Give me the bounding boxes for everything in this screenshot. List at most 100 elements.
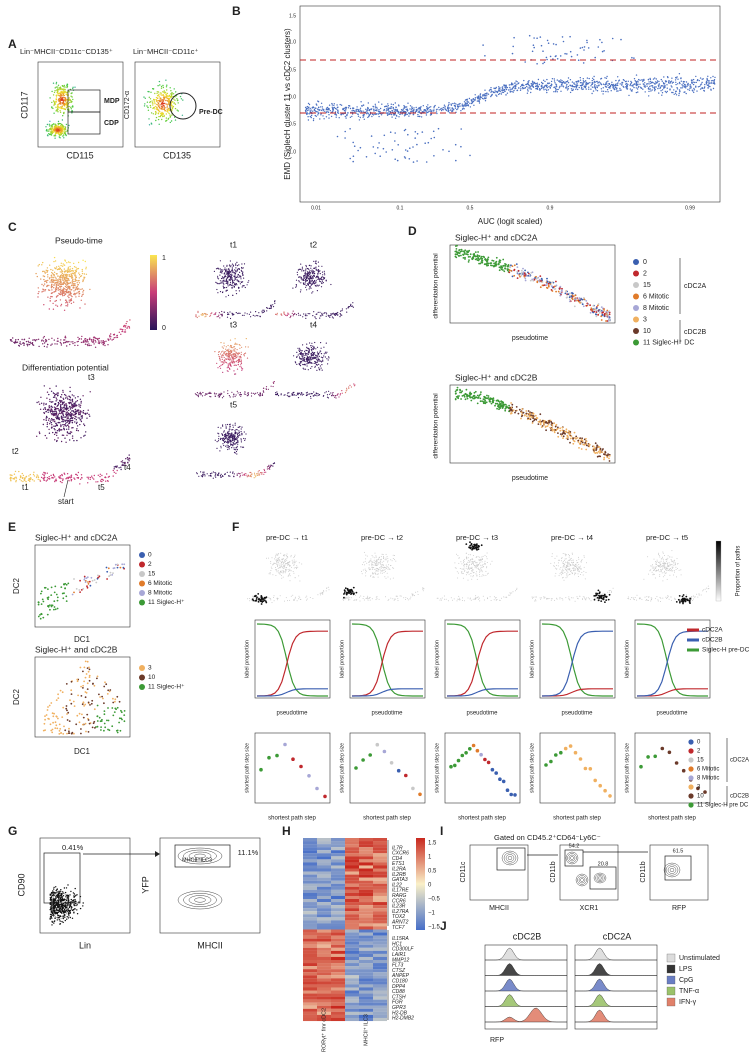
scatter-dot [411,106,413,108]
embedding-dot [325,342,327,344]
density-dot [57,88,59,90]
embedding-dot [314,341,316,344]
density-dot [59,97,62,99]
scatter-dot [666,76,669,78]
embedding-dot [234,277,236,279]
embedding-dot [80,474,83,476]
embedding-dot [44,280,46,283]
scatter-dot [417,115,419,118]
embedding-dot [316,369,318,371]
scatter-dot [615,84,617,87]
embedding-dot [64,335,67,337]
embedding-dot [205,393,207,395]
scatter-dot [306,105,308,108]
embedding-dot [220,342,222,344]
embedding-dot [226,272,228,274]
embedding-dot [125,325,127,327]
density-dot [68,98,70,100]
scatter-dot [498,89,500,92]
embedding-dot [43,275,46,278]
embedding-dot [56,434,58,437]
density-dot [63,89,65,91]
embedding-dot [252,392,254,394]
scatter-dot [635,84,638,87]
density-dot [160,114,162,117]
embedding-dot [55,283,58,285]
embedding-dot [330,392,332,394]
scatter-dot [408,115,410,117]
embedding-dot [54,300,56,302]
embedding-dot [341,314,343,316]
scatter-dot [380,114,383,116]
embedding-dot [128,326,130,328]
embedding-dot [220,364,222,366]
embedding-dot [274,302,276,304]
scatter-dot [442,106,444,109]
embedding-dot [68,432,70,434]
density-dot [57,108,59,111]
scatter-dot [554,82,556,84]
embedding-dot [305,277,308,279]
scatter-dot [505,88,508,91]
embedding-dot [59,274,62,277]
scatter-dot [699,85,701,88]
embedding-dot [63,281,65,283]
scatter-dot [449,109,452,111]
scatter-dot [461,105,464,107]
embedding-dot [349,384,351,386]
density-dot [174,103,177,105]
embedding-dot [63,393,66,396]
scatter-dot [403,105,405,107]
scatter-dot [343,109,346,112]
embedding-dot [62,274,64,277]
scatter-dot [695,75,697,78]
scatter-dot [585,88,587,90]
embedding-dot [307,353,309,355]
embedding-dot [121,460,124,462]
density-dot [172,106,174,108]
embedding-dot [348,387,350,389]
embedding-dot [59,477,61,479]
scatter-dot [394,158,397,160]
label: 0.5 [467,205,474,211]
scatter-dot [536,63,538,65]
scatter-dot [566,89,569,91]
embedding-dot [334,313,336,315]
embedding-dot [42,288,44,290]
scatter-dot [666,87,668,89]
embedding-dot [69,291,72,293]
density-dot [158,115,160,118]
embedding-dot [87,482,89,484]
embedding-dot [47,279,49,282]
embedding-dot [222,277,224,280]
embedding-dot [104,344,106,347]
embedding-dot [296,363,298,365]
scatter-dot [351,113,354,115]
embedding-dot [244,352,247,354]
embedding-dot [74,344,76,347]
embedding-dot [300,392,303,394]
density-dot [155,96,158,99]
embedding-dot [46,267,49,269]
embedding-dot [320,315,322,317]
embedding-dot [319,311,321,313]
embedding-dot [60,344,63,346]
embedding-dot [226,281,228,283]
embedding-dot [305,285,307,287]
scatter-dot [575,88,577,91]
embedding-dot [78,274,81,276]
embedding-dot [341,310,343,312]
embedding-dot [63,264,66,266]
embedding-dot [272,385,274,388]
scatter-dot [554,87,557,90]
scatter-dot [481,97,484,100]
scatter-dot [686,83,689,86]
embedding-dot [232,360,234,362]
scatter-dot [591,83,594,85]
scatter-dot [412,114,414,116]
label: CDP [104,120,119,127]
embedding-dot [197,394,200,396]
embedding-dot [22,480,24,483]
embedding-dot [229,271,231,273]
embedding-dot [219,359,221,361]
